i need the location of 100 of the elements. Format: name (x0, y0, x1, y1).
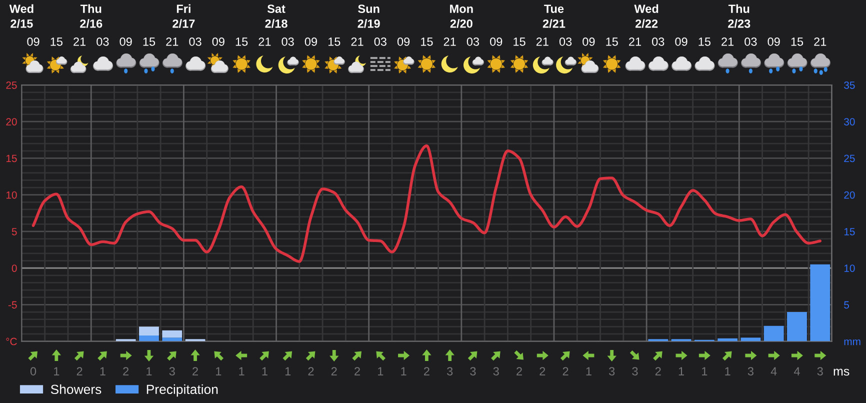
x-tick-label: 15 (606, 38, 618, 46)
x-tick-label: 09 (768, 38, 780, 46)
x2-tick-label: Sat 2/18 (265, 4, 288, 28)
data-label: 3 (748, 367, 754, 376)
x2-tick-label: Thu 2/23 (728, 4, 750, 28)
bar (740, 338, 761, 342)
x2-tick-label: Wed 2/15 (9, 4, 34, 28)
x2-tick-label: Tue 2/21 (542, 4, 566, 28)
y2-tick-label: 35 (844, 82, 855, 89)
x2-tick-label: Wed 2/22 (634, 4, 658, 28)
y2-tick-label: 20 (844, 191, 855, 199)
x-tick-label: 03 (374, 38, 386, 46)
data-label: 1 (401, 367, 406, 376)
data-label: 2 (424, 367, 430, 376)
data-label: 1 (702, 367, 708, 376)
x-tick-label: 09 (212, 38, 224, 46)
bar (162, 330, 182, 338)
data-label: 1 (678, 367, 684, 376)
x-tick-label: 21 (536, 38, 548, 46)
x-tick-label: 21 (258, 38, 271, 46)
bar (139, 326, 159, 336)
legend-label: Precipitation (146, 384, 218, 397)
data-label: 2 (308, 367, 314, 376)
data-label: 3 (817, 367, 823, 376)
x-tick-label: 03 (559, 38, 572, 46)
data-label: 2 (540, 367, 546, 376)
x2-tick-label: Thu 2/16 (80, 4, 102, 28)
x2-tick-label: Mon 2/20 (450, 4, 473, 28)
y-tick-label: 5 (12, 228, 17, 236)
x2-tick-label: Sun 2/19 (358, 4, 380, 28)
data-label: 1 (216, 367, 222, 376)
x-tick-label: 15 (236, 38, 248, 46)
data-label: 3 (447, 367, 453, 376)
data-label: 1 (262, 367, 268, 376)
data-label: 3 (632, 367, 638, 376)
data-label: 4 (770, 367, 777, 376)
legend-label: Showers (50, 384, 102, 394)
y-tick-label: 0 (12, 264, 17, 272)
data-label: 3 (470, 367, 476, 376)
y2-tick-label: 10 (844, 264, 855, 272)
data-label: 4 (794, 367, 800, 376)
data-label: 1 (100, 367, 106, 376)
x-tick-label: 21 (166, 38, 178, 46)
data-label: 1 (378, 367, 384, 376)
data-label: 1 (285, 367, 291, 376)
data-label: 2 (655, 367, 661, 376)
data-label: 2 (123, 367, 129, 376)
y-tick-label: °C (6, 338, 17, 346)
data-label: 3 (493, 367, 499, 376)
bar (162, 338, 182, 342)
x-tick-label: 15 (791, 38, 804, 46)
x-tick-label: 21 (629, 38, 641, 46)
y2-tick-label: 25 (844, 154, 855, 162)
text: ms (834, 368, 850, 376)
bar (764, 326, 784, 342)
x-tick-label: 09 (27, 38, 40, 46)
bar (810, 264, 830, 342)
x-tick-label: 15 (143, 38, 156, 46)
data-label: 2 (331, 367, 337, 376)
x-tick-label: 21 (814, 38, 826, 46)
data-label: 1 (239, 367, 244, 376)
data-label: 1 (146, 367, 152, 376)
data-label: 1 (54, 367, 60, 376)
x-tick-label: 09 (582, 38, 595, 46)
y2-tick-label: mm (844, 339, 860, 346)
x-tick-label: 03 (96, 38, 109, 46)
data-label: 2 (354, 367, 360, 376)
x-tick-label: 15 (514, 38, 526, 46)
y2-tick-label: 15 (844, 228, 855, 236)
x-tick-label: 09 (675, 38, 688, 46)
y-tick-label: 20 (6, 118, 17, 126)
y2-tick-label: 5 (844, 301, 849, 309)
bar (787, 312, 807, 342)
x-tick-label: 03 (282, 38, 294, 46)
x-tick-label: 03 (466, 38, 480, 46)
data-label: 2 (192, 367, 198, 376)
y-tick-label: 25 (6, 82, 17, 89)
x-tick-label: 09 (490, 38, 502, 46)
x-tick-label: 03 (189, 38, 202, 46)
x-tick-label: 21 (444, 38, 456, 46)
y-tick-label: 10 (6, 191, 17, 199)
x-tick-label: 03 (652, 38, 664, 46)
data-label: 3 (609, 367, 615, 376)
x-tick-label: 21 (351, 38, 364, 46)
data-label: 2 (516, 367, 522, 376)
data-label: 1 (725, 367, 730, 376)
y-tick-label: 15 (6, 154, 17, 162)
y-tick-label: -5 (8, 301, 17, 309)
data-label: 2 (76, 367, 82, 376)
data-label: 3 (169, 367, 175, 376)
x-tick-label: 21 (74, 38, 86, 46)
x-tick-label: 15 (328, 38, 340, 46)
x-tick-label: 09 (120, 38, 132, 46)
data-label: 1 (586, 367, 592, 376)
x-tick-label: 09 (397, 38, 410, 46)
x-tick-label: 15 (421, 38, 433, 46)
x-tick-label: 21 (722, 38, 734, 46)
x-tick-label: 15 (698, 38, 710, 46)
data-label: 0 (30, 367, 36, 376)
data-label: 2 (562, 367, 568, 376)
